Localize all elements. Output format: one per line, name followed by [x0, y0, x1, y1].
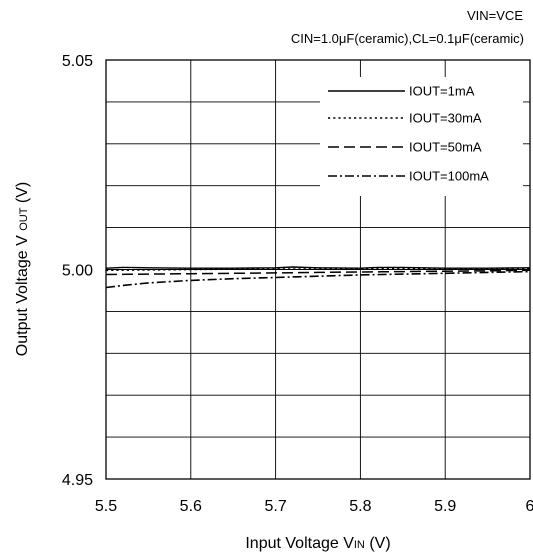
- x-tick-label: 5.9: [434, 498, 456, 515]
- legend: IOUT=1mA IOUT=30mA IOUT=50mA IOUT=100mA: [328, 84, 489, 184]
- series-line-4: [105, 270, 531, 289]
- y-axis-title-main: Output Voltage V: [14, 231, 31, 356]
- x-tick-label: 5.6: [180, 498, 202, 515]
- y-axis-title: Output Voltage V OUT (V): [14, 182, 31, 356]
- y-tick-label: 4.95: [62, 472, 93, 489]
- x-axis-title: Input Voltage VIN (V): [245, 535, 390, 552]
- x-axis-title-main: Input Voltage V: [245, 535, 354, 552]
- y-tick-label: 5.00: [62, 263, 93, 280]
- y-tick-label: 5.05: [62, 53, 93, 70]
- x-tick-label: 6: [526, 498, 533, 515]
- series-line-1: [105, 266, 531, 269]
- x-axis-title-sub: IN: [354, 539, 365, 551]
- x-tick-label: 5.5: [95, 498, 117, 515]
- x-tick-label: 5.7: [264, 498, 286, 515]
- series-layer: [105, 266, 531, 289]
- x-tick-label: 5.8: [349, 498, 371, 515]
- y-axis-title-unit: (V): [14, 182, 31, 208]
- legend-label-2: IOUT=30mA: [409, 111, 482, 126]
- legend-label-3: IOUT=50mA: [409, 140, 482, 155]
- condition-capacitors: CIN=1.0μF(ceramic),CL=0.1μF(ceramic): [290, 31, 524, 46]
- plot-frame: [105, 59, 531, 480]
- x-axis-title-unit: (V): [365, 535, 391, 552]
- series-line-3: [105, 269, 531, 276]
- tick-labels: 5.5 5.6 5.7 5.8 5.9 6 5.05 5.00 4.95: [62, 53, 533, 515]
- legend-label-4: IOUT=100mA: [409, 169, 489, 184]
- y-axis-title-sub: OUT: [18, 207, 30, 231]
- condition-vin-vce: VIN=VCE: [467, 8, 523, 23]
- legend-label-1: IOUT=1mA: [409, 84, 475, 99]
